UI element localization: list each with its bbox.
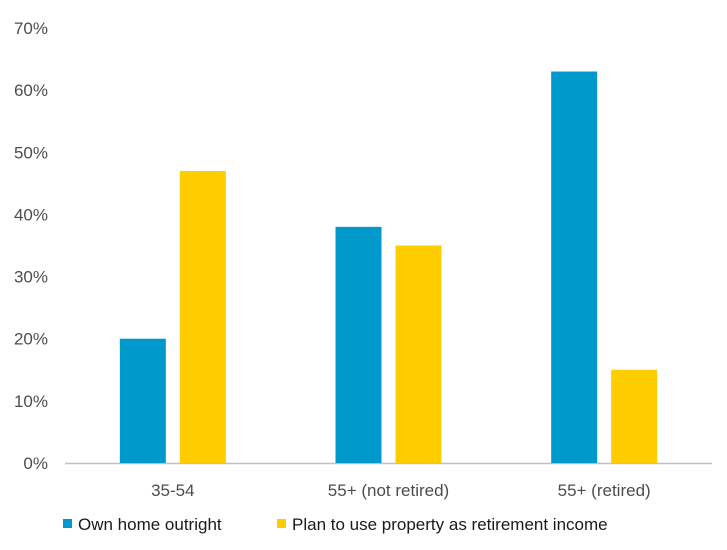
legend-label: Own home outright	[78, 515, 222, 534]
y-tick-label: 40%	[14, 205, 48, 224]
x-category-label: 55+ (retired)	[558, 481, 651, 500]
legend-label: Plan to use property as retirement incom…	[292, 515, 608, 534]
x-category-label: 35-54	[151, 481, 194, 500]
legend-swatch	[63, 519, 72, 528]
x-category-label: 55+ (not retired)	[328, 481, 449, 500]
y-tick-label: 70%	[14, 19, 48, 38]
y-tick-label: 20%	[14, 330, 48, 349]
y-tick-label: 10%	[14, 392, 48, 411]
bar-retirement-income	[611, 369, 658, 463]
labels-layer: 35-54 55+ (not retired) 55+ (retired)	[151, 481, 651, 500]
y-tick-label: 60%	[14, 81, 48, 100]
y-tick-label: 50%	[14, 143, 48, 162]
bars-layer	[119, 71, 658, 463]
bar-own-home	[551, 71, 598, 463]
bar-own-home	[119, 338, 166, 463]
bar-retirement-income	[395, 245, 442, 463]
legend: Own home outright Plan to use property as…	[63, 515, 608, 534]
axis-layer: 0% 10% 20% 30% 40% 50% 60% 70%	[14, 19, 712, 473]
bar-retirement-income	[179, 170, 226, 463]
y-tick-label: 0%	[23, 454, 48, 473]
legend-swatch	[277, 519, 286, 528]
y-tick-label: 30%	[14, 268, 48, 287]
bar-own-home	[335, 226, 382, 463]
